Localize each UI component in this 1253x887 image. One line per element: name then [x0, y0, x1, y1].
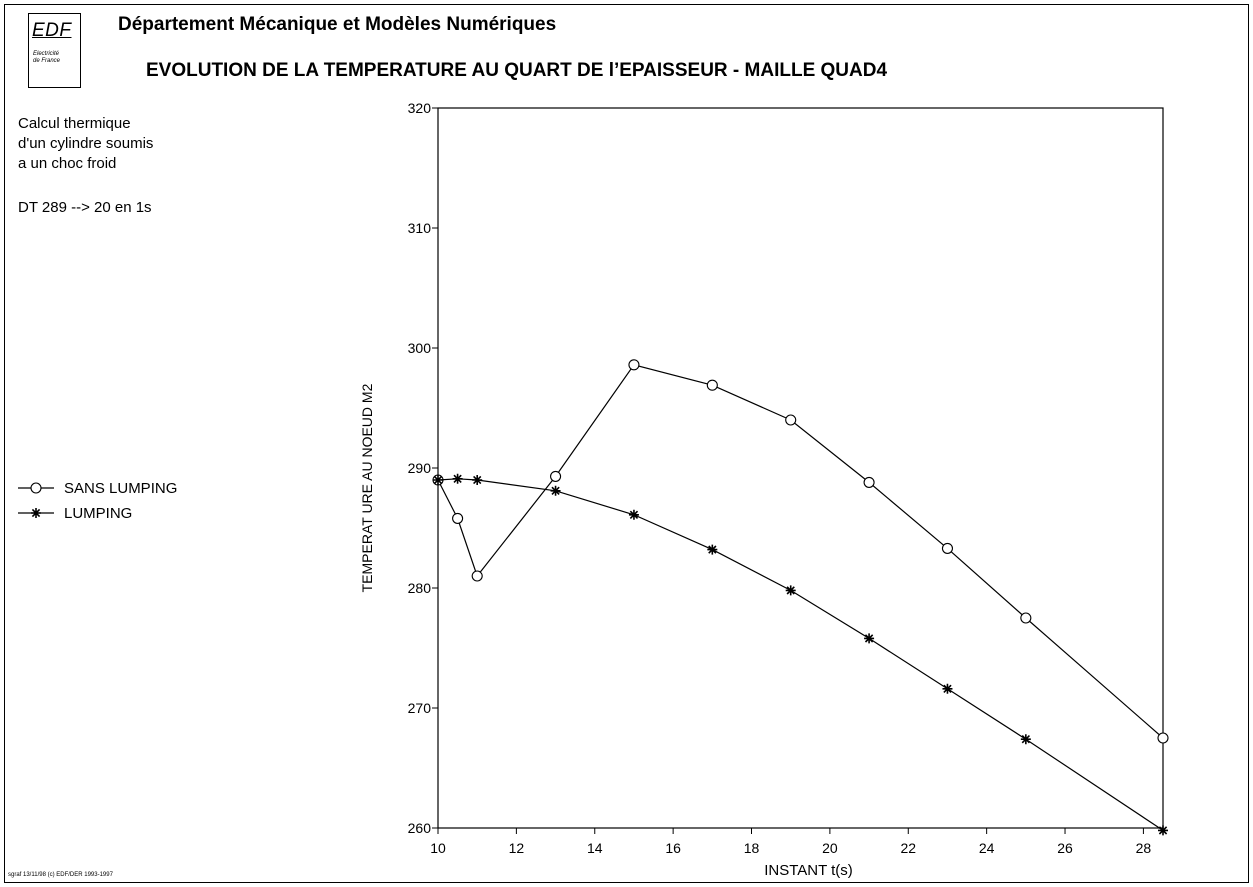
data-point-circle [863, 476, 875, 488]
page-frame [4, 4, 1249, 883]
x-tick-label: 20 [822, 840, 838, 856]
y-tick-label: 280 [408, 580, 432, 596]
y-tick-label: 320 [408, 100, 432, 116]
x-tick-label: 26 [1057, 840, 1073, 856]
series-line [437, 478, 1164, 831]
data-point-circle [785, 414, 797, 426]
chart-title: EVOLUTION DE LA TEMPERATURE AU QUART DE … [146, 60, 888, 81]
calculation-description: Calcul thermique d'un cylindre soumis a … [18, 114, 153, 218]
data-point-asterisk [31, 508, 41, 518]
series-line [437, 364, 1164, 739]
y-tick-label: 260 [408, 820, 432, 836]
plot-area [437, 107, 1164, 829]
x-axis-label: INSTANT t(s) [764, 862, 853, 879]
series-lumping [433, 473, 1168, 836]
data-point-asterisk [628, 509, 639, 520]
data-point-asterisk [1158, 825, 1168, 836]
y-axis-label: TEMPERAT URE AU NOEUD M2 [359, 383, 375, 592]
data-point-circle [30, 482, 42, 494]
legend-item: SANS LUMPING [18, 480, 177, 497]
data-point-asterisk [472, 475, 483, 485]
y-tick-label: 310 [408, 220, 432, 236]
description-line-1: Calcul thermique [18, 115, 131, 132]
legend-label: SANS LUMPING [64, 480, 177, 497]
x-tick-label: 22 [900, 840, 916, 856]
edf-logo-sub-line2: de France [33, 58, 61, 64]
description-line-2: d'un cylindre soumis [18, 135, 154, 152]
data-point-asterisk [785, 585, 796, 596]
y-tick-label: 270 [408, 700, 432, 716]
edf-logo-sub-line1: Electricité [33, 51, 60, 57]
edf-logo: EDF Electricité de France [28, 13, 81, 88]
data-point-circle [706, 379, 718, 391]
description-line-4: DT 289 --> 20 en 1s [18, 199, 152, 216]
x-tick-label: 28 [1136, 840, 1152, 856]
legend-label: LUMPING [64, 505, 132, 522]
data-point-circle [452, 512, 464, 524]
footer-copyright: sgraf 13/11/98 (c) EDF/DER 1993-1997 [8, 872, 113, 878]
y-tick-label: 290 [408, 460, 432, 476]
edf-logo-text: EDF [32, 20, 72, 41]
data-point-asterisk [452, 473, 463, 484]
department-title: Département Mécanique et Modèles Numériq… [118, 14, 557, 35]
data-point-asterisk [550, 485, 561, 496]
x-tick-label: 24 [979, 840, 995, 856]
data-point-circle [1020, 612, 1032, 624]
edf-logo-subtitle: Electricité de France [33, 51, 60, 65]
series-sans-lumping [432, 359, 1169, 744]
description-line-3: a un choc froid [18, 155, 117, 172]
data-point-asterisk [1020, 734, 1031, 745]
data-point-circle [628, 359, 640, 371]
x-tick-label: 10 [430, 840, 446, 856]
data-point-asterisk [707, 544, 718, 555]
data-point-asterisk [864, 633, 875, 644]
data-point-circle [941, 542, 954, 554]
x-tick-label: 12 [509, 840, 525, 856]
x-tick-label: 18 [744, 840, 760, 856]
x-tick-label: 16 [665, 840, 681, 856]
data-point-circle [1157, 732, 1169, 744]
data-point-circle [550, 470, 562, 482]
data-point-circle [471, 570, 483, 582]
data-point-asterisk [433, 475, 443, 485]
legend-item: LUMPING [18, 505, 132, 522]
data-point-asterisk [942, 683, 953, 694]
y-tick-label: 300 [408, 340, 432, 356]
x-tick-label: 14 [587, 840, 603, 856]
